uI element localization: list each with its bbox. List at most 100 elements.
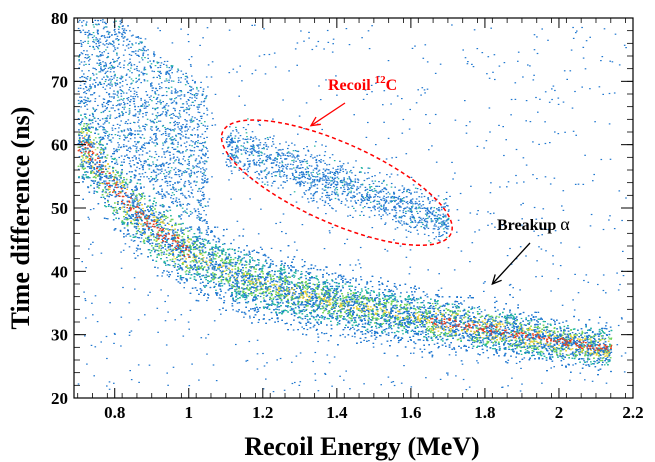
heatmap-point bbox=[354, 332, 356, 334]
heatmap-point bbox=[107, 218, 109, 220]
heatmap-point bbox=[460, 317, 463, 319]
heatmap-point bbox=[425, 337, 428, 339]
heatmap-point bbox=[315, 296, 318, 298]
heatmap-point bbox=[259, 246, 262, 248]
heatmap-point bbox=[94, 149, 97, 151]
heatmap-point bbox=[171, 224, 173, 226]
heatmap-point bbox=[578, 345, 581, 347]
heatmap-point bbox=[267, 272, 270, 274]
heatmap-point bbox=[494, 296, 496, 298]
heatmap-point bbox=[79, 163, 82, 165]
heatmap-point bbox=[345, 319, 348, 321]
heatmap-point bbox=[135, 210, 137, 212]
heatmap-point bbox=[132, 218, 135, 221]
heatmap-point bbox=[217, 281, 220, 283]
heatmap-point bbox=[577, 338, 579, 340]
heatmap-point bbox=[476, 360, 478, 362]
heatmap-point bbox=[104, 161, 106, 163]
heatmap-point bbox=[265, 278, 267, 281]
heatmap-point bbox=[101, 144, 103, 146]
heatmap-point bbox=[106, 184, 108, 186]
heatmap-point bbox=[489, 320, 491, 322]
heatmap-point bbox=[214, 236, 216, 238]
heatmap-point bbox=[276, 308, 279, 311]
heatmap-point bbox=[322, 287, 324, 289]
heatmap-point bbox=[135, 247, 138, 249]
heatmap-point bbox=[471, 306, 474, 308]
heatmap-point bbox=[497, 321, 499, 323]
heatmap-point bbox=[125, 195, 128, 197]
heatmap-point bbox=[320, 292, 323, 294]
heatmap-point bbox=[389, 322, 392, 324]
heatmap-point bbox=[481, 321, 483, 323]
heatmap-point bbox=[543, 343, 545, 345]
heatmap-point bbox=[351, 319, 353, 321]
heatmap-point bbox=[228, 283, 231, 285]
heatmap-point bbox=[92, 171, 95, 173]
heatmap-point bbox=[212, 256, 215, 258]
heatmap-point bbox=[83, 159, 86, 161]
heatmap-point bbox=[588, 353, 590, 355]
heatmap-point bbox=[82, 157, 84, 159]
heatmap-point bbox=[164, 262, 167, 264]
heatmap-point bbox=[503, 329, 505, 331]
heatmap-point bbox=[597, 322, 600, 324]
heatmap-point bbox=[148, 215, 151, 217]
heatmap-point bbox=[364, 316, 366, 318]
heatmap-point bbox=[94, 137, 97, 139]
heatmap-point bbox=[352, 294, 355, 296]
heatmap-point bbox=[395, 301, 398, 303]
heatmap-point bbox=[329, 288, 331, 290]
heatmap-point bbox=[118, 156, 120, 159]
heatmap-point bbox=[407, 296, 409, 298]
heatmap-point bbox=[228, 268, 230, 270]
heatmap-point bbox=[115, 169, 117, 171]
heatmap-point bbox=[444, 323, 447, 325]
heatmap-point bbox=[249, 276, 251, 278]
heatmap-point bbox=[275, 312, 278, 314]
heatmap-point bbox=[279, 286, 282, 288]
heatmap-point bbox=[306, 328, 309, 331]
heatmap-point bbox=[422, 332, 424, 334]
heatmap-point bbox=[250, 279, 253, 281]
heatmap-point bbox=[143, 198, 146, 200]
heatmap-point bbox=[130, 239, 133, 241]
heatmap-point bbox=[443, 321, 446, 323]
heatmap-point bbox=[184, 271, 187, 273]
heatmap-point bbox=[108, 177, 111, 179]
heatmap-point bbox=[83, 177, 85, 179]
heatmap-point bbox=[178, 251, 180, 253]
heatmap-point bbox=[265, 291, 267, 293]
heatmap-point bbox=[217, 248, 219, 250]
heatmap-point bbox=[335, 305, 337, 307]
heatmap-point bbox=[286, 306, 289, 308]
heatmap-point bbox=[185, 227, 187, 229]
heatmap-point bbox=[529, 340, 531, 342]
heatmap-point bbox=[548, 330, 550, 332]
heatmap-point bbox=[402, 333, 404, 335]
heatmap-point bbox=[270, 247, 273, 249]
heatmap-point bbox=[354, 324, 357, 327]
heatmap-point bbox=[378, 315, 380, 317]
heatmap-point bbox=[505, 329, 508, 331]
heatmap-point bbox=[396, 315, 399, 317]
heatmap-point bbox=[159, 221, 162, 223]
heatmap-point bbox=[586, 340, 589, 342]
heatmap-point bbox=[373, 330, 376, 332]
heatmap-point bbox=[526, 347, 529, 349]
heatmap-point bbox=[222, 249, 225, 251]
heatmap-point bbox=[118, 191, 120, 193]
heatmap-point bbox=[100, 147, 103, 149]
heatmap-point bbox=[589, 355, 592, 357]
heatmap-point bbox=[423, 311, 426, 313]
heatmap-point bbox=[178, 234, 180, 236]
heatmap-point bbox=[499, 328, 501, 330]
heatmap-point bbox=[496, 332, 498, 334]
heatmap-point bbox=[394, 304, 396, 306]
heatmap-point bbox=[497, 309, 499, 311]
heatmap-point bbox=[186, 253, 189, 255]
heatmap-point bbox=[544, 330, 547, 333]
heatmap-point bbox=[237, 282, 240, 284]
heatmap-point bbox=[533, 340, 536, 342]
heatmap-point bbox=[321, 308, 324, 310]
